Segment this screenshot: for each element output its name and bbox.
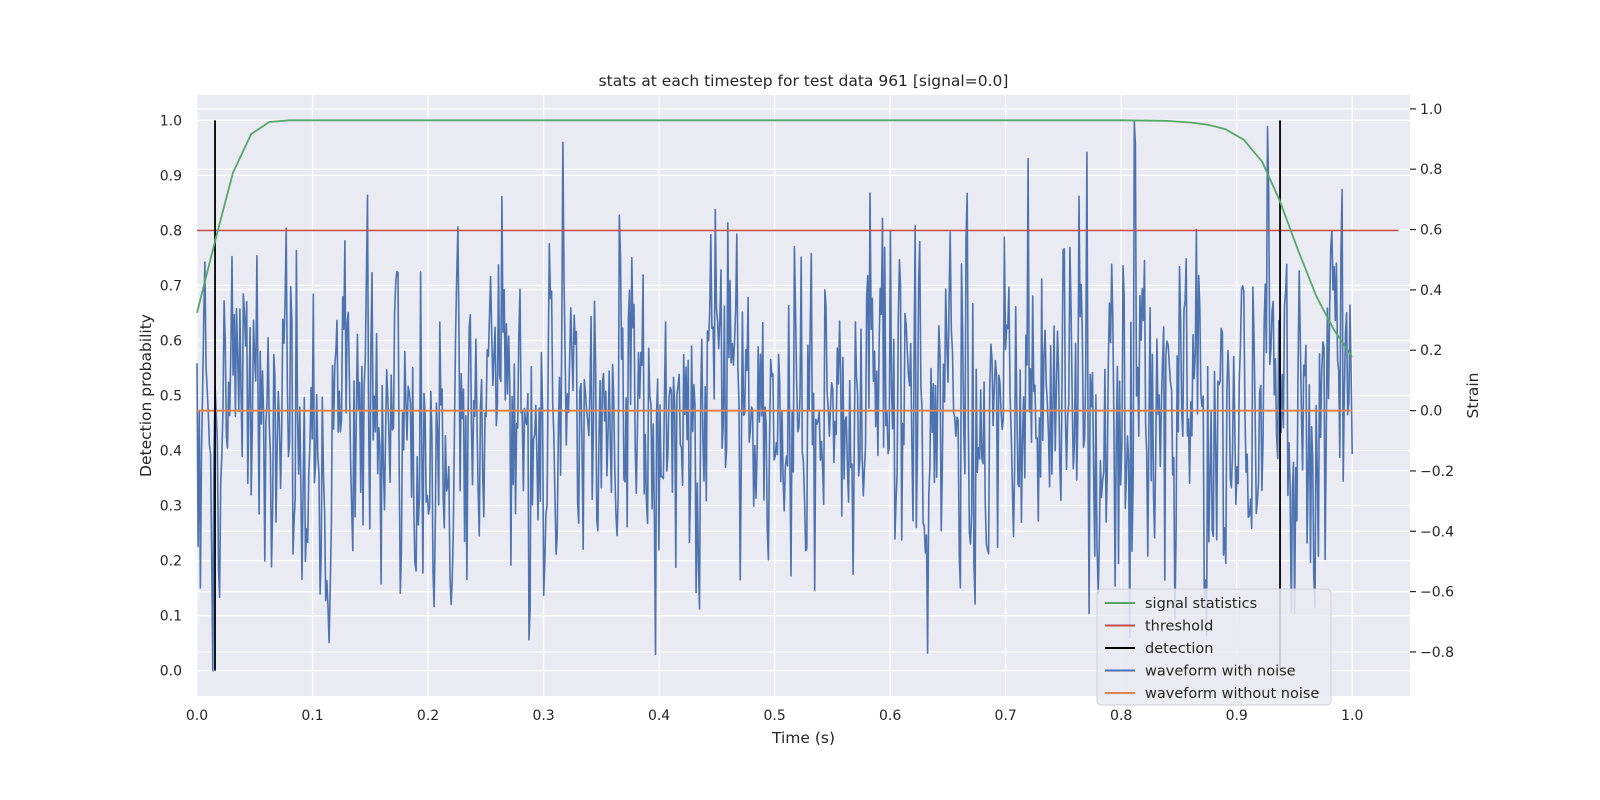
legend-entry: waveform without noise (1145, 686, 1319, 702)
y-tick-label: 0.1 (160, 609, 182, 625)
y-right-tick-label: 1.0 (1420, 102, 1442, 118)
waveform-with-noise-layer (196, 120, 1353, 672)
y-tick-label: 0.9 (160, 168, 182, 184)
y-right-tick-label: 0.8 (1420, 162, 1442, 178)
legend-entry: waveform with noise (1145, 664, 1296, 680)
x-tick-label: 0.8 (1110, 708, 1132, 724)
x-tick-label: 0.6 (879, 708, 901, 724)
axis-ticks: 0.0 0.1 0.2 0.3 0.4 0.5 0.6 0.7 0.8 0.9 1.0 0.0 0.1 0… (160, 102, 1454, 724)
x-tick-label: 0.1 (301, 708, 323, 724)
y-right-tick-label: 0.2 (1420, 343, 1442, 359)
x-tick-label: 0.4 (648, 708, 670, 724)
series-lines-layer (196, 119, 1399, 671)
y-right-tick-label: −0.8 (1420, 645, 1454, 661)
y-axis-label: Detection probability (137, 314, 155, 477)
y-tick-label: 0.6 (160, 333, 182, 349)
legend-entry: threshold (1145, 619, 1213, 635)
x-axis-label: Time (s) (771, 729, 835, 747)
y-right-tick-label: 0.6 (1420, 223, 1442, 239)
y-tick-label: 0.3 (160, 499, 182, 515)
y-tick-label: 0.4 (160, 444, 182, 460)
x-tick-label: 0.7 (995, 708, 1017, 724)
y-right-tick-label: 0.0 (1420, 404, 1442, 420)
x-tick-label: 0.9 (1226, 708, 1248, 724)
y-right-tick-label: −0.4 (1420, 524, 1454, 540)
y-tick-label: 0.8 (160, 223, 182, 239)
y-axis-right-label: Strain (1464, 373, 1482, 419)
x-tick-label: 0.2 (417, 708, 439, 724)
waveform-with-noise-line (196, 120, 1353, 672)
y-right-tick-label: 0.4 (1420, 283, 1442, 299)
legend: signal statistics threshold detection wavef… (1096, 588, 1332, 706)
y-right-tick-label: −0.2 (1420, 464, 1454, 480)
y-tick-label: 1.0 (160, 113, 182, 129)
y-tick-label: 0.0 (160, 664, 182, 680)
x-tick-label: 0.0 (186, 708, 208, 724)
x-tick-label: 1.0 (1341, 708, 1363, 724)
y-tick-label: 0.7 (160, 278, 182, 294)
x-tick-label: 0.5 (763, 708, 785, 724)
legend-box (1096, 588, 1332, 706)
legend-entry: detection (1145, 641, 1213, 657)
x-tick-label: 0.3 (532, 708, 554, 724)
signal-statistics-line (196, 119, 1353, 358)
y-right-tick-label: −0.6 (1420, 585, 1454, 601)
chart-title: stats at each timestep for test data 961… (599, 72, 1009, 90)
legend-entry: signal statistics (1145, 596, 1257, 612)
y-tick-label: 0.5 (160, 389, 182, 405)
y-tick-label: 0.2 (160, 554, 182, 570)
